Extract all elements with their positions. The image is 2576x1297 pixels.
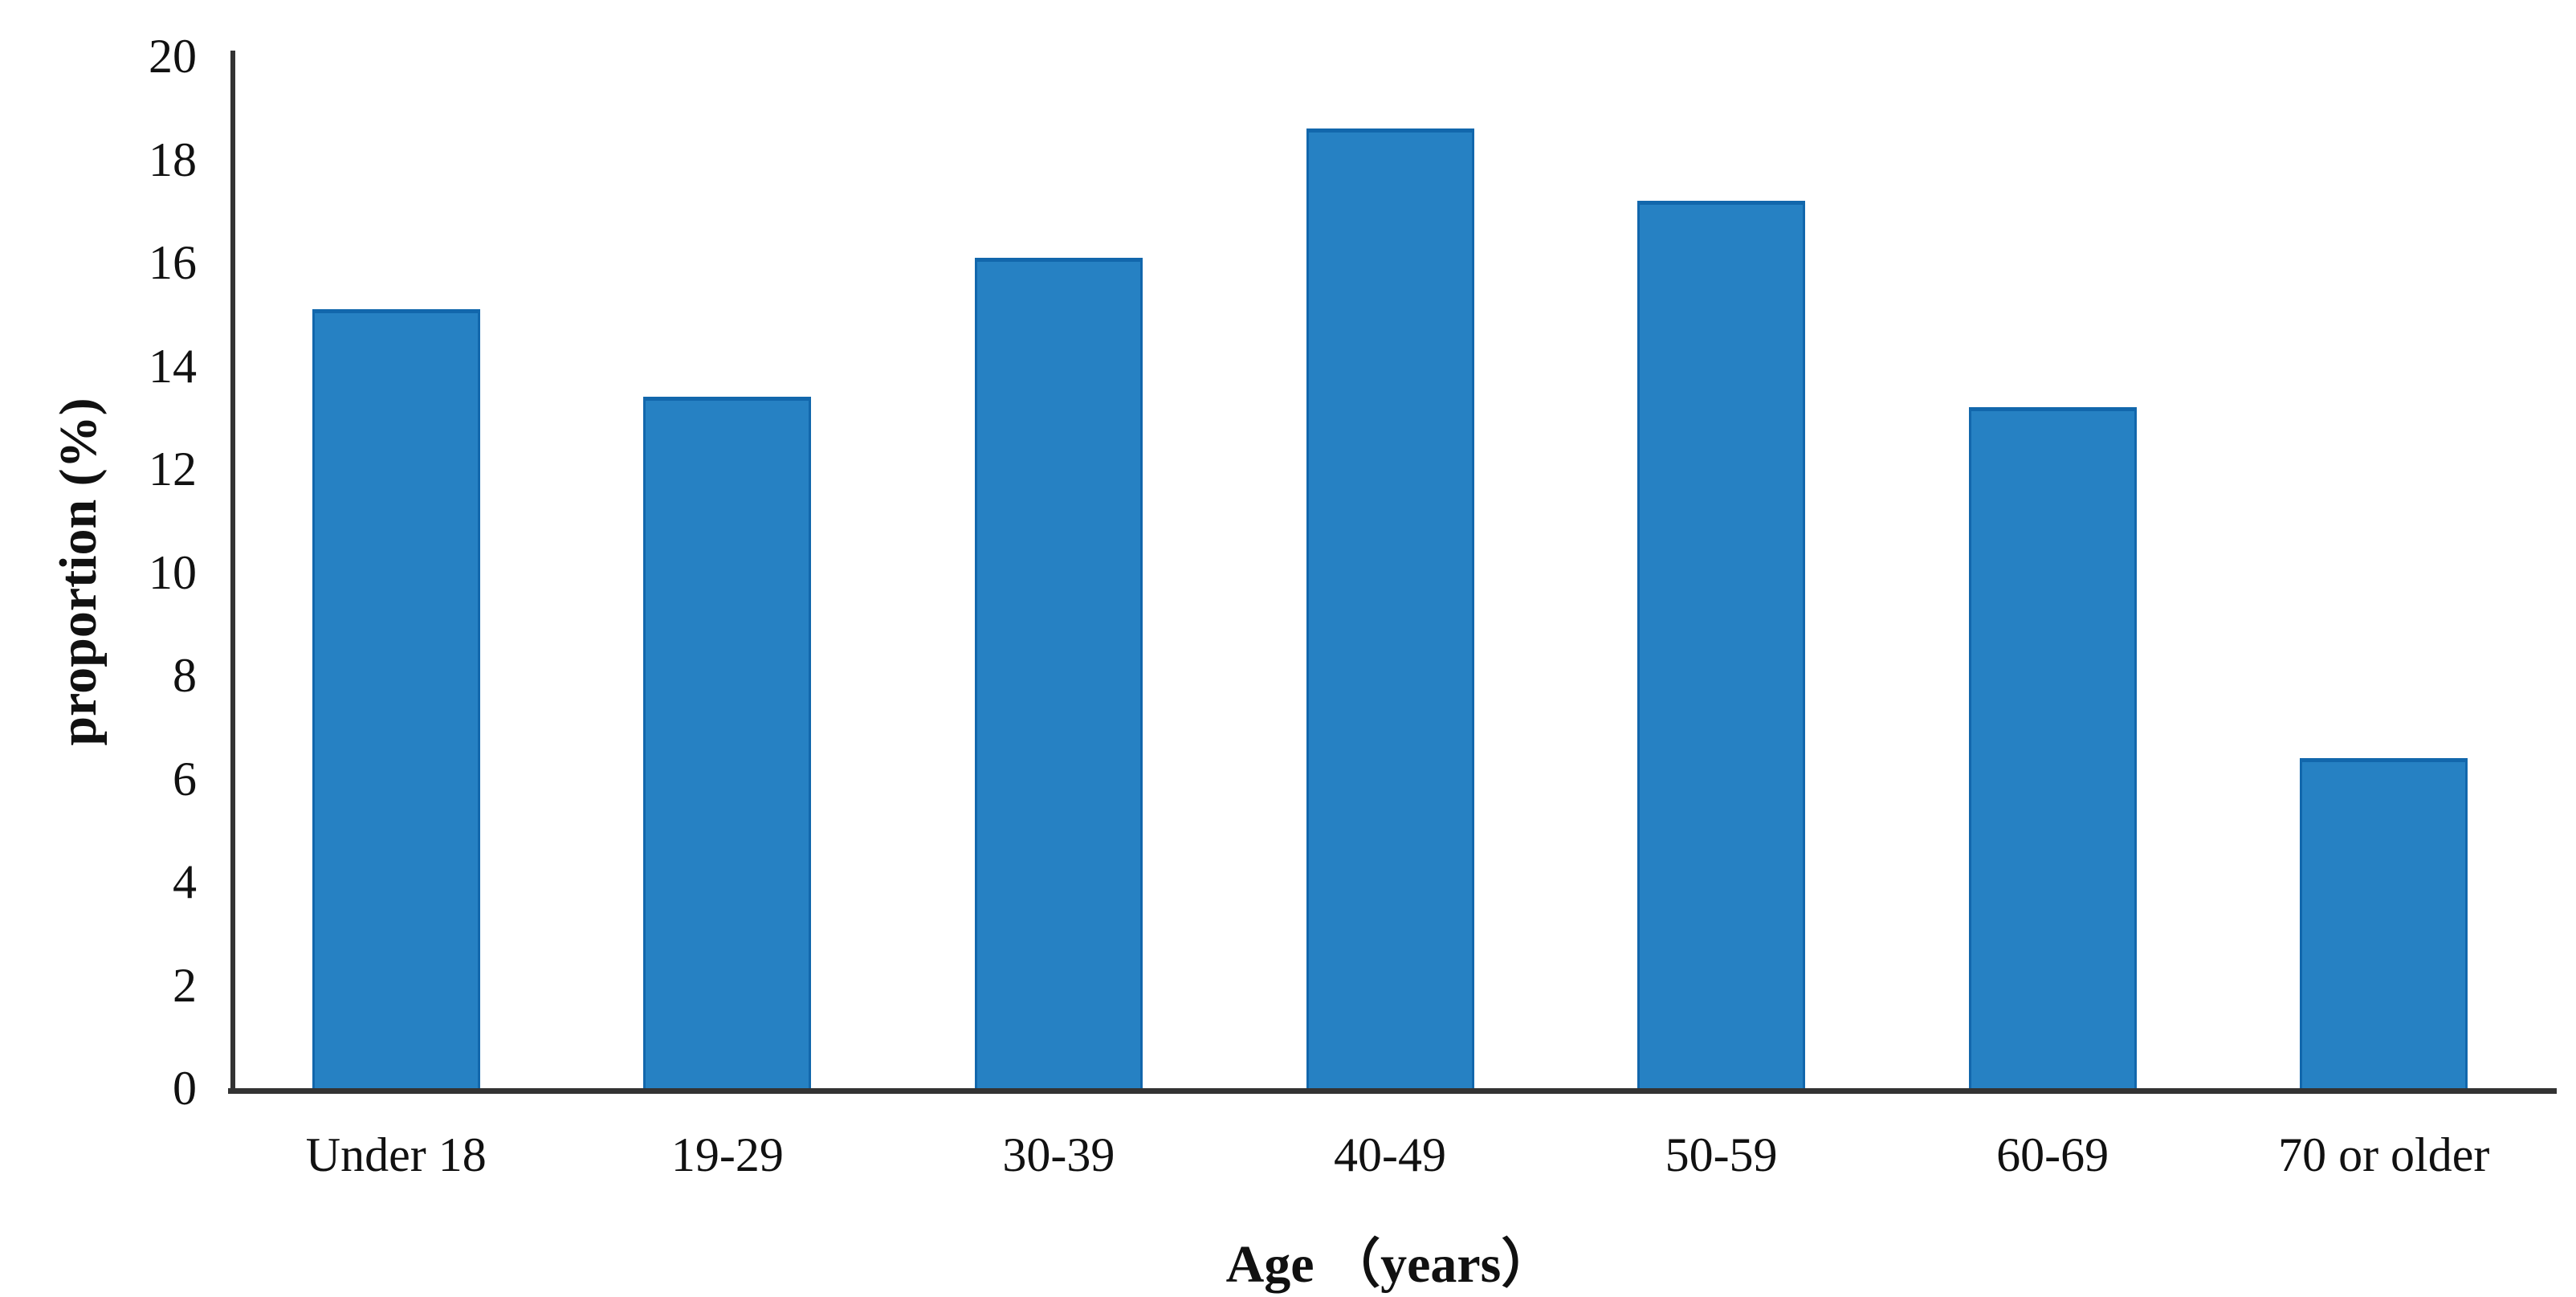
y-tick-label: 6 <box>173 752 197 806</box>
y-tick-label: 18 <box>149 133 197 186</box>
x-tick-label: 30-39 <box>1002 1128 1115 1181</box>
y-tick-label: 4 <box>173 855 197 908</box>
bar-70-or-older <box>2300 757 2468 1088</box>
x-tick-label: 40-49 <box>1333 1128 1446 1181</box>
y-tick-label: 16 <box>149 236 197 289</box>
bar-40-49 <box>1306 128 1474 1088</box>
y-tick-label: 14 <box>149 339 197 393</box>
x-axis-title: Age （years） <box>1225 1235 1555 1294</box>
y-tick-label: 12 <box>149 443 197 496</box>
x-tick-label: 19-29 <box>670 1128 784 1181</box>
plot-area <box>230 56 2550 1088</box>
bar-19-29 <box>643 397 812 1088</box>
y-tick-label: 20 <box>149 30 197 83</box>
y-tick-label: 8 <box>173 649 197 702</box>
y-tick-label: 2 <box>173 958 197 1012</box>
x-tick-label: 60-69 <box>1996 1128 2109 1181</box>
x-tick-label: 70 or older <box>2278 1128 2490 1181</box>
bar-60-69 <box>1968 406 2137 1088</box>
bar-under-18 <box>312 308 480 1088</box>
y-axis-line <box>230 51 235 1091</box>
x-tick-label: Under 18 <box>305 1128 487 1181</box>
bar-30-39 <box>974 257 1143 1088</box>
x-tick-label: 50-59 <box>1665 1128 1778 1181</box>
y-tick-label: 0 <box>173 1062 197 1115</box>
bar-50-59 <box>1637 200 1806 1088</box>
y-tick-label: 10 <box>149 545 197 599</box>
x-axis-line <box>228 1088 2557 1094</box>
